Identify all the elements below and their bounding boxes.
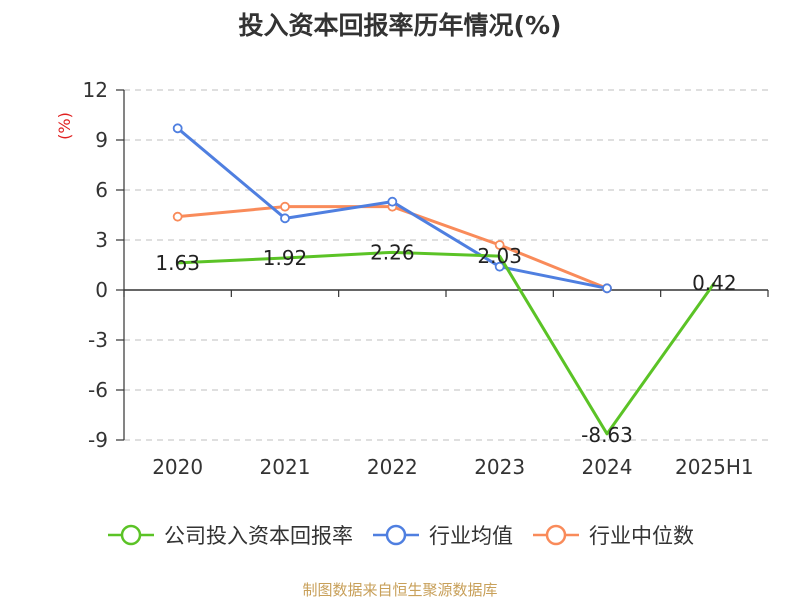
legend-circle-industry-median [545, 524, 567, 546]
chart-title: 投入资本回报率历年情况(%) [238, 11, 562, 40]
y-tick-label: -9 [88, 428, 108, 452]
legend-item-company[interactable]: 公司投入资本回报率 [106, 520, 353, 550]
data-source-note: 制图数据来自恒生聚源数据库 [302, 581, 498, 599]
data-point-industry_avg [387, 196, 398, 207]
data-point-industry_median [494, 240, 505, 250]
x-tick-label: 2023 [474, 455, 525, 479]
legend-label-company: 公司投入资本回报率 [164, 524, 353, 548]
legend-circle-company [120, 524, 142, 546]
x-tick-label: 2020 [152, 455, 203, 479]
data-label: 1.92 [263, 246, 308, 270]
data-point-industry_avg [172, 123, 183, 134]
y-tick-label: 12 [83, 78, 108, 102]
data-point-industry_avg [494, 261, 505, 272]
data-labels: 1.63 1.92 2.26 2.03 -8.63 0.42 [155, 240, 736, 447]
legend-label-industry-median: 行业中位数 [589, 524, 694, 548]
data-label: 2.03 [477, 244, 522, 268]
y-tick-label: 3 [95, 228, 108, 252]
data-point-industry_avg [602, 283, 612, 294]
data-label: 2.26 [370, 240, 415, 264]
legend-item-industry-median[interactable]: 行业中位数 [531, 520, 694, 550]
legend-circle-industry-avg [385, 524, 407, 546]
legend-item-industry-avg[interactable]: 行业均值 [371, 520, 513, 550]
data-point-industry_median [172, 211, 183, 222]
data-point-industry_avg [280, 213, 290, 224]
series-lines [172, 123, 716, 436]
series-line-company [177, 250, 716, 436]
y-tick-label: 9 [95, 128, 108, 152]
x-tick-label: 2024 [582, 455, 633, 479]
legend-label-industry-avg: 行业均值 [429, 524, 513, 548]
x-tick-label: 2022 [367, 455, 418, 479]
chart-legend: 公司投入资本回报率 行业均值 行业中位数 [0, 520, 800, 550]
data-label: -8.63 [581, 423, 633, 447]
x-tick-label: 2021 [260, 455, 311, 479]
data-label: 0.42 [692, 271, 737, 295]
legend-marker-industry-avg [373, 524, 419, 546]
y-tick-label: 0 [95, 278, 108, 302]
legend-marker-company [108, 524, 154, 546]
grid-lines [124, 89, 768, 441]
y-axis-unit-label: (%) [55, 112, 74, 140]
y-tick-label: -6 [88, 378, 108, 402]
data-label: 1.63 [155, 251, 200, 275]
axes: 12 9 6 3 0 -3 -6 -9 2020 2021 2022 2023 2024 2025H1 [83, 78, 769, 479]
legend-marker-industry-median [533, 524, 579, 546]
data-point-industry_median [280, 201, 290, 212]
y-tick-label: -3 [88, 328, 108, 352]
y-tick-label: 6 [95, 178, 108, 202]
x-tick-label: 2025H1 [675, 455, 754, 479]
